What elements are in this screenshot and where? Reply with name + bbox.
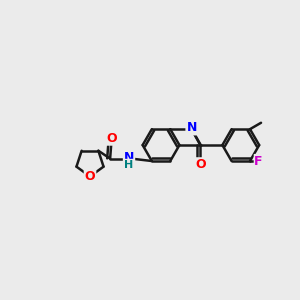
Text: O: O [106,132,117,145]
Text: O: O [195,158,206,171]
Text: N: N [124,151,134,164]
Text: H: H [124,160,134,170]
Text: O: O [85,170,95,184]
Text: N: N [186,122,197,134]
Text: F: F [254,154,263,167]
